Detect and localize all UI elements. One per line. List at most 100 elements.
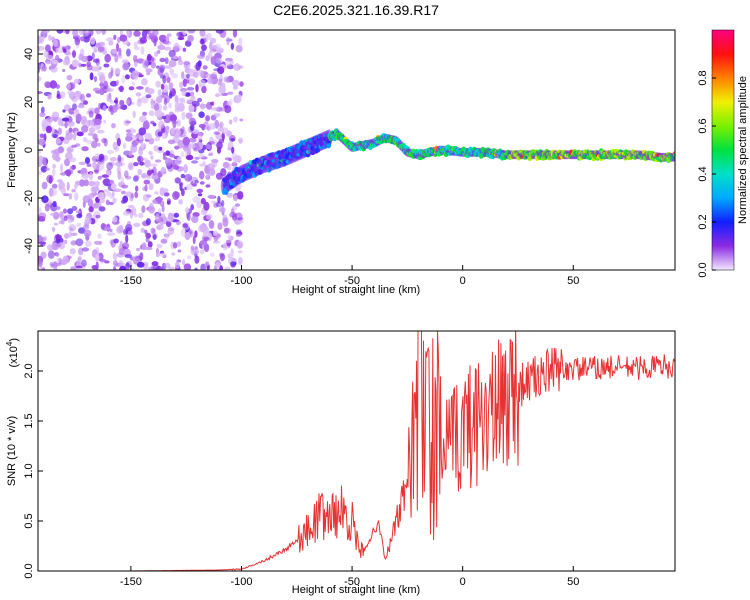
spectrogram-cell [221,127,229,135]
spectrogram-cell [55,234,62,240]
spectrogram-cell [96,129,105,134]
spectrogram-cell [71,206,78,211]
spectrogram-cell [57,127,62,135]
spectrogram-cell [116,252,125,258]
spectrogram-cell [197,60,202,68]
spectrogram-cell [135,185,139,192]
spectrogram-cell [47,94,52,100]
spectrogram-cell [231,205,238,211]
spectrogram-cell [87,132,94,136]
spectrogram-cell [113,238,119,244]
snr-multiplier: (x104) [5,338,20,368]
spectrogram-cell [110,69,114,77]
spectrogram-cell [168,92,173,99]
spectrogram-cell [66,74,73,81]
spectrogram-cell [65,30,70,35]
spectrogram-cell [97,192,105,200]
spectrogram-cell [74,37,81,46]
spectrogram-cell [68,224,77,232]
spectrogram-cell [71,59,79,67]
spectrogram-cell [92,58,100,63]
spectrogram-cell [147,241,153,248]
spectrogram-cell [94,107,100,115]
spectrogram-cell [147,175,151,179]
spectrogram-cell [67,120,75,127]
spectrogram-cell [62,255,69,264]
spectrogram-cell [152,264,160,270]
spectrogram-cell [40,36,45,40]
colorbar-label: Normalized spectral amplitude [737,76,749,224]
spectrogram-cell [125,234,129,243]
spectrogram-cell [88,180,95,187]
spectrogram-cell [82,137,88,143]
spectrogram-cell [196,54,205,60]
spectrogram-cell [136,58,145,64]
spectrogram-cell [176,241,182,247]
spectrogram-cell [174,177,181,184]
spectrogram-cell [101,30,106,35]
spectrogram-cell [145,218,151,226]
spectrogram-cell [191,215,199,224]
spectrogram-cell [94,169,99,173]
spectrogram-cell [77,104,85,109]
snr-panel: -150 -100 -50 0 50 0.0 0.5 1.0 1.5 2.0 Height of… [5,330,676,596]
spectrogram-cell [99,80,104,89]
y-tick-label: -20 [23,190,35,206]
spectrogram-cell [154,159,162,163]
spectrogram-cell [119,34,128,42]
spectrogram-cell [103,119,107,124]
spectrogram-cell [138,135,143,141]
spectrogram-cell [165,36,170,42]
spectrogram-cell [191,100,200,107]
spectrogram-cell [63,193,70,197]
spectrogram-cell [56,30,64,34]
spectrogram-cell [114,99,118,104]
spectrogram-cell [199,170,205,180]
spectrogram-cell [158,146,163,151]
spectrogram-cell [38,91,43,95]
spectrogram-cell [150,227,156,234]
spectrogram-cell [141,205,146,213]
spectrogram-cell [131,82,136,86]
spectrogram-cell [93,48,98,53]
spectrogram-cell [150,155,154,160]
spectrogram-cell [77,256,82,262]
spectrogram-cell [167,215,174,223]
spectrogram-cell [142,111,148,116]
spectrogram-cell [173,212,180,218]
spectrogram-cell [63,215,68,222]
spectrogram-cell [40,236,47,242]
spectrogram-cell [167,227,175,236]
spectrogram-cell [233,194,238,202]
spectrogram-cell [177,139,184,149]
snr-multiplier-close: ) [8,338,20,342]
colorbar-gradient [712,30,734,270]
spectrogram-cell [52,200,57,208]
spectrogram-cell [97,233,102,239]
spectrogram-cell [123,142,126,149]
spectrogram-cell [66,181,70,191]
snr-multiplier-exp: 4 [5,341,14,346]
spectrogram-cell [152,234,157,240]
spectrogram-cell [76,213,83,219]
spectrogram-cell [47,250,55,259]
spectrogram-cell [52,111,59,118]
spectrogram-cell [41,181,48,190]
spectrogram-cell [129,209,134,219]
spectrogram-cell [103,189,110,193]
spectrogram-cell [104,260,110,264]
spectrogram-cell [225,77,231,83]
spectrogram-cell [120,190,126,195]
spectrogram-cell [116,225,124,234]
spectrogram-cell [199,163,206,167]
spectrogram-cell [208,123,216,130]
spectrogram-cell [49,212,58,217]
spectrogram-cell [238,138,243,144]
spectrogram-cell [168,111,175,118]
spectrogram-cell [75,265,83,269]
x-tick-label: -150 [120,275,142,287]
spectrogram-cell [61,187,66,196]
spectrogram-cell [75,238,84,247]
spectrogram-cell [68,127,73,133]
spectrogram-cell [161,213,166,220]
